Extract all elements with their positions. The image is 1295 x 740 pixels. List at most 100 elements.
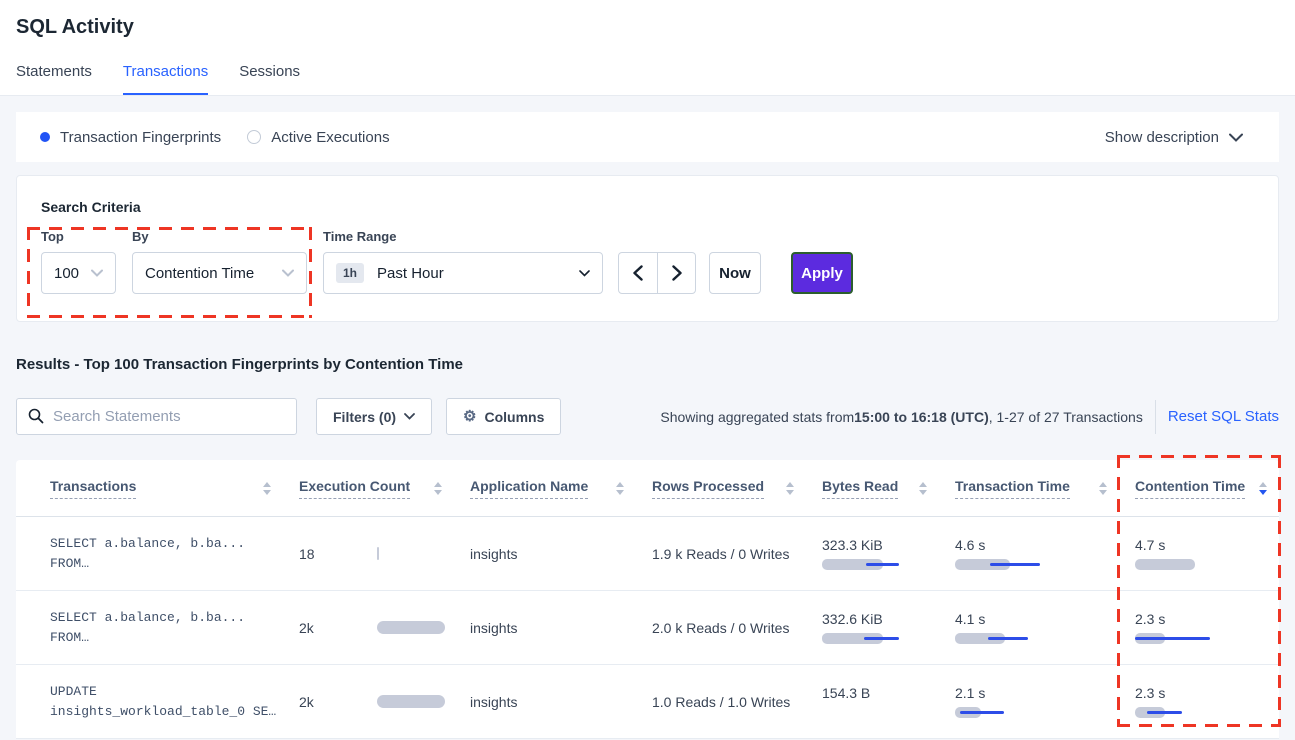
top-select-value: 100 xyxy=(54,264,80,282)
column-label[interactable]: Transactions xyxy=(50,478,137,499)
radio-unselected-icon xyxy=(247,130,262,144)
execution-count-bar xyxy=(377,621,445,634)
top-select[interactable]: 100 xyxy=(41,252,116,294)
radio-selected-icon xyxy=(40,132,50,142)
transaction-cell: SELECT a.balance, b.ba... FROM… xyxy=(50,608,299,648)
bytes-read-cell: 323.3 KiB xyxy=(822,537,955,570)
time-range-badge: 1h xyxy=(336,263,365,283)
sort-icon[interactable] xyxy=(1099,481,1107,495)
chevron-down-icon xyxy=(404,413,415,420)
sort-icon[interactable] xyxy=(616,481,624,495)
transaction-time-cell-value: 4.6 s xyxy=(955,537,986,553)
transaction-fingerprint-link[interactable]: SELECT a.balance, b.ba... FROM… xyxy=(50,609,246,645)
stats-time-range: 15:00 to 16:18 (UTC) xyxy=(854,408,989,425)
transactions-table: Transactions Execution Count Application… xyxy=(16,460,1279,739)
transaction-cell: UPDATE insights_workload_table_0 SE… xyxy=(50,682,299,722)
search-icon xyxy=(28,408,44,424)
column-header-rows-processed: Rows Processed xyxy=(652,478,822,499)
tab-statements[interactable]: Statements xyxy=(16,63,92,80)
search-criteria-controls: Top 100 By Contention Time Time Range 1h xyxy=(41,229,1254,294)
transaction-time-cell: 2.1 s xyxy=(955,685,1135,718)
column-label[interactable]: Transaction Time xyxy=(955,478,1070,499)
transaction-fingerprint-link[interactable]: UPDATE insights_workload_table_0 SE… xyxy=(50,683,277,719)
results-toolbar: Filters (0) ⚙ Columns Showing aggregated… xyxy=(16,398,1279,435)
tab-bar: Statements Transactions Sessions xyxy=(16,63,1279,95)
reset-sql-stats-link[interactable]: Reset SQL Stats xyxy=(1167,408,1279,425)
column-label[interactable]: Bytes Read xyxy=(822,478,899,499)
show-description-toggle[interactable]: Show description xyxy=(1105,129,1255,146)
stddev-line xyxy=(960,711,1004,714)
column-header-contention-time: Contention Time xyxy=(1135,478,1279,499)
execution-count-value: 18 xyxy=(299,545,315,562)
radio-transaction-fingerprints[interactable]: Transaction Fingerprints xyxy=(40,129,221,146)
column-label[interactable]: Execution Count xyxy=(299,478,411,499)
bytes-read-cell-value: 332.6 KiB xyxy=(822,611,883,627)
column-label[interactable]: Contention Time xyxy=(1135,478,1246,499)
filters-button[interactable]: Filters (0) xyxy=(316,398,433,435)
rows-processed-cell: 1.0 Reads / 1.0 Writes xyxy=(652,693,791,710)
time-range-select[interactable]: 1h Past Hour xyxy=(323,252,603,294)
transaction-time-cell: 4.1 s xyxy=(955,611,1135,644)
transaction-fingerprint-link[interactable]: SELECT a.balance, b.ba... FROM… xyxy=(50,535,246,571)
bytes-read-cell-value: 323.3 KiB xyxy=(822,537,883,553)
application-name-cell: insights xyxy=(470,619,518,636)
bytes-read-cell: 154.3 B xyxy=(822,685,955,718)
execution-count-cell: 2k xyxy=(299,620,470,636)
column-label[interactable]: Application Name xyxy=(470,478,589,499)
rows-processed-cell: 2.0 k Reads / 0 Writes xyxy=(652,619,790,636)
chevron-left-icon xyxy=(633,265,643,281)
top-label: Top xyxy=(41,229,64,244)
columns-button[interactable]: ⚙ Columns xyxy=(446,398,562,435)
column-label[interactable]: Rows Processed xyxy=(652,478,765,499)
table-row: SELECT a.balance, b.ba... FROM… 18 insights… xyxy=(16,517,1279,591)
transaction-time-cell-bar-chart xyxy=(955,559,1065,570)
transaction-time-cell-value: 4.1 s xyxy=(955,611,986,627)
bytes-read-cell-value: 154.3 B xyxy=(822,685,871,701)
column-header-bytes-read: Bytes Read xyxy=(822,478,955,499)
bytes-read-cell-bar-chart xyxy=(822,707,932,718)
transaction-time-cell-bar-chart xyxy=(955,707,1065,718)
sort-icon[interactable] xyxy=(434,481,442,495)
radio-label: Transaction Fingerprints xyxy=(60,128,222,146)
columns-label: Columns xyxy=(484,408,545,425)
now-button[interactable]: Now xyxy=(709,252,761,294)
transaction-cell: SELECT a.balance, b.ba... FROM… xyxy=(50,534,299,574)
next-time-button[interactable] xyxy=(657,253,695,293)
contention-time-cell-bar-chart xyxy=(1135,707,1245,718)
bytes-read-cell-bar-chart xyxy=(822,633,932,644)
bytes-read-cell-bar-chart xyxy=(822,559,932,570)
execution-count-cell: 18 xyxy=(299,546,470,562)
stddev-line xyxy=(990,563,1040,566)
rows-processed-cell: 1.9 k Reads / 0 Writes xyxy=(652,545,790,562)
by-select-value: Contention Time xyxy=(145,264,255,282)
contention-time-cell-bar-chart xyxy=(1135,559,1245,570)
radio-label: Active Executions xyxy=(271,128,390,146)
sort-icon[interactable] xyxy=(786,481,794,495)
search-input[interactable] xyxy=(16,398,297,435)
radio-active-executions[interactable]: Active Executions xyxy=(247,128,390,146)
mean-bar xyxy=(955,633,1005,644)
stddev-line xyxy=(988,637,1028,640)
apply-button[interactable]: Apply xyxy=(791,252,853,294)
tab-transactions[interactable]: Transactions xyxy=(122,63,209,95)
by-select[interactable]: Contention Time xyxy=(132,252,307,294)
sort-icon[interactable] xyxy=(1259,481,1267,495)
column-header-transaction-time: Transaction Time xyxy=(955,478,1135,499)
by-label: By xyxy=(132,229,149,244)
mean-bar xyxy=(822,633,883,644)
prev-time-button[interactable] xyxy=(619,253,657,293)
view-mode-strip: Transaction Fingerprints Active Executio… xyxy=(16,112,1279,162)
search-criteria-title: Search Criteria xyxy=(41,199,141,215)
transaction-time-cell: 4.6 s xyxy=(955,537,1135,570)
stddev-line xyxy=(864,637,899,640)
tab-sessions[interactable]: Sessions xyxy=(239,63,301,80)
execution-count-cell: 2k xyxy=(299,694,470,710)
contention-time-cell-value: 4.7 s xyxy=(1135,537,1166,553)
sort-icon[interactable] xyxy=(263,481,271,495)
search-criteria-card: Search Criteria Top 100 By Contention Ti… xyxy=(16,175,1279,322)
sort-icon[interactable] xyxy=(919,481,927,495)
contention-time-cell-value: 2.3 s xyxy=(1135,611,1166,627)
mean-bar xyxy=(1135,559,1195,570)
toolbar-divider xyxy=(1154,399,1156,434)
application-name-cell: insights xyxy=(470,545,518,562)
